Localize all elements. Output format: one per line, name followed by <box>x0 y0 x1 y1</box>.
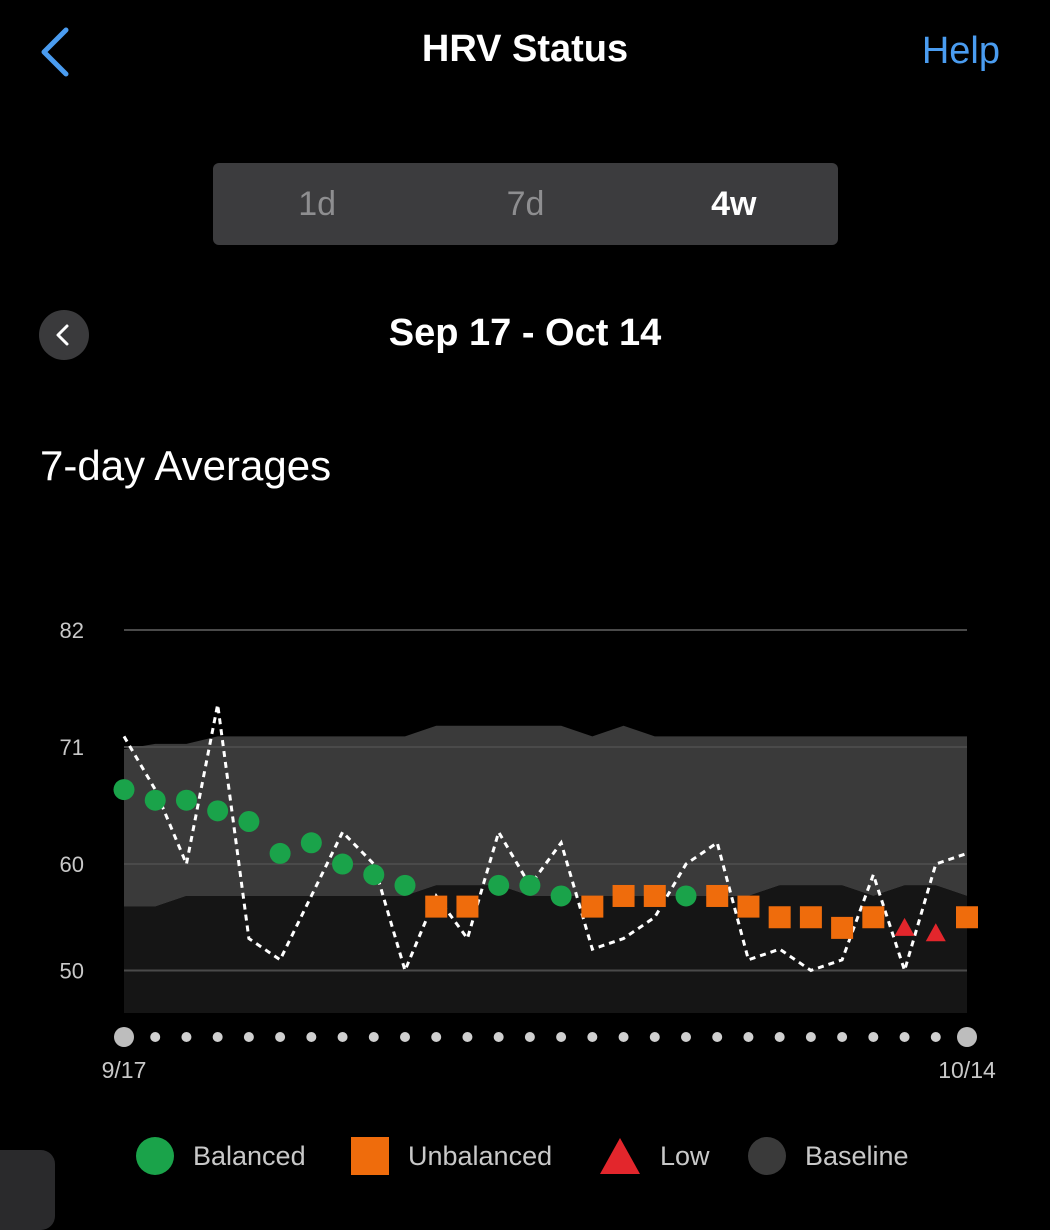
y-tick-label: 71 <box>60 735 84 760</box>
lower-band <box>124 885 967 1013</box>
corner-overlay <box>0 1150 55 1230</box>
unbalanced-point <box>581 895 604 918</box>
balanced-point <box>269 842 291 864</box>
unbalanced-point <box>799 906 822 929</box>
hrv-chart: 82 71 60 50 9/17 10/14 <box>60 618 996 1083</box>
day-dot <box>368 1032 379 1042</box>
day-dot <box>524 1032 535 1042</box>
unbalanced-point <box>643 884 666 907</box>
y-tick-label: 60 <box>60 852 84 877</box>
balanced-point <box>675 885 697 907</box>
balanced-point <box>332 853 354 875</box>
balanced-point <box>238 811 260 832</box>
balanced-point <box>394 874 416 896</box>
legend-low: Low <box>598 1128 710 1184</box>
day-dot <box>181 1032 192 1042</box>
back-button[interactable] <box>30 22 86 82</box>
day-dot <box>930 1032 941 1042</box>
unbalanced-point <box>706 884 729 907</box>
legend-baseline: Baseline <box>747 1128 909 1184</box>
day-dot-end <box>957 1027 977 1047</box>
day-dot <box>243 1032 254 1042</box>
baseline-circle-icon <box>748 1137 786 1175</box>
data-points <box>113 779 978 942</box>
y-tick-label: 50 <box>60 958 84 983</box>
low-point <box>894 917 915 936</box>
unbalanced-point <box>737 895 760 918</box>
unbalanced-point <box>956 906 978 929</box>
day-dot <box>462 1032 473 1042</box>
low-point <box>925 923 946 942</box>
day-dot <box>306 1032 317 1042</box>
unbalanced-point <box>768 906 791 929</box>
balanced-point <box>363 864 385 886</box>
day-dot <box>337 1032 348 1042</box>
day-dot <box>712 1032 723 1042</box>
grid-lines <box>124 629 967 972</box>
day-dot <box>743 1032 754 1042</box>
balanced-point <box>488 874 510 896</box>
chevron-left-icon <box>56 324 69 346</box>
date-range: Sep 17 - Oct 14 <box>388 312 662 354</box>
day-dot <box>649 1032 660 1042</box>
x-labels: 9/17 10/14 <box>102 1057 996 1083</box>
period-selector: 1d 7d 4w <box>213 163 838 245</box>
day-dot <box>275 1032 286 1042</box>
previous-period-button[interactable] <box>39 310 89 360</box>
balanced-point <box>300 832 322 854</box>
legend-label: Unbalanced <box>408 1140 553 1171</box>
day-dot <box>805 1032 816 1042</box>
y-tick-labels: 82 71 60 50 <box>60 618 84 983</box>
day-dot <box>837 1032 848 1042</box>
unbalanced-point <box>456 895 479 918</box>
tab-4w[interactable]: 4w <box>711 184 757 223</box>
section-title: 7-day Averages <box>40 442 332 489</box>
unbalanced-point <box>425 895 448 918</box>
x-label-end: 10/14 <box>938 1057 996 1083</box>
page-title: HRV Status <box>421 28 629 70</box>
legend: Balanced Unbalanced Low Baseline <box>0 1128 1050 1184</box>
chevron-left-icon <box>41 27 69 77</box>
day-dot-end <box>114 1027 134 1047</box>
balanced-point <box>207 800 229 822</box>
balanced-circle-icon <box>136 1137 174 1175</box>
balanced-point <box>175 789 197 811</box>
legend-label: Balanced <box>193 1140 306 1171</box>
day-dots <box>114 1027 977 1047</box>
legend-label: Low <box>660 1140 710 1171</box>
balanced-point <box>113 779 135 801</box>
day-dot <box>400 1032 410 1042</box>
day-dot <box>493 1032 504 1042</box>
balanced-point <box>550 885 572 907</box>
tab-1d[interactable]: 1d <box>298 184 337 223</box>
legend-balanced: Balanced <box>135 1128 306 1184</box>
day-dot <box>150 1032 161 1042</box>
unbalanced-point <box>831 916 854 939</box>
day-dot <box>774 1032 785 1042</box>
tab-7d[interactable]: 7d <box>506 184 545 223</box>
unbalanced-point <box>862 906 885 929</box>
unbalanced-point <box>612 884 635 907</box>
day-dot <box>681 1032 691 1042</box>
day-dot <box>556 1032 567 1042</box>
day-dot <box>618 1032 629 1042</box>
day-dot <box>431 1032 442 1042</box>
unbalanced-square-icon <box>351 1137 389 1175</box>
help-button[interactable]: Help <box>921 30 1000 72</box>
balanced-point <box>519 874 541 896</box>
day-dot <box>899 1032 910 1042</box>
legend-label: Baseline <box>805 1140 909 1171</box>
day-dot <box>587 1032 598 1042</box>
legend-unbalanced: Unbalanced <box>350 1128 552 1184</box>
top-bar: HRV Status Help <box>0 0 1050 110</box>
low-triangle-icon <box>600 1138 640 1174</box>
x-label-start: 9/17 <box>102 1057 147 1083</box>
y-tick-label: 82 <box>60 618 84 643</box>
day-dot <box>868 1032 879 1042</box>
day-dot <box>212 1032 223 1042</box>
balanced-point <box>144 789 166 811</box>
